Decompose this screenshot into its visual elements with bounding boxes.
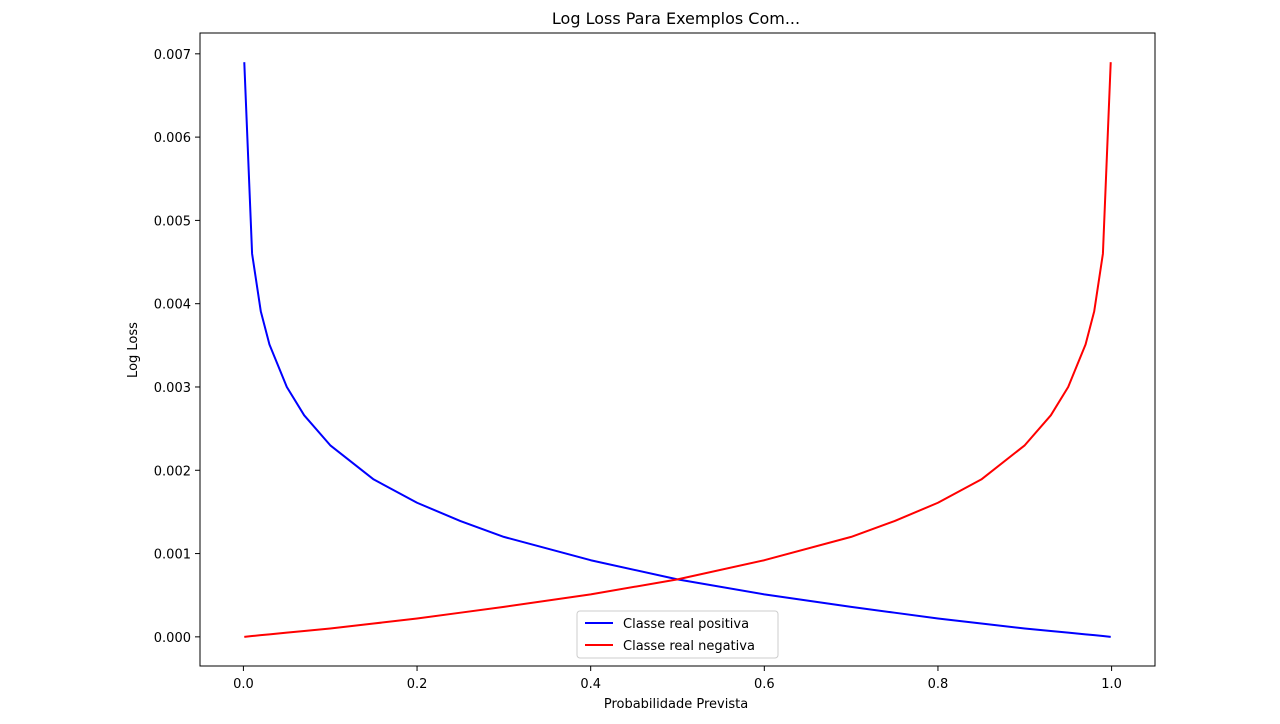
chart-title: Log Loss Para Exemplos Com... — [552, 9, 800, 28]
x-tick-label: 0.0 — [233, 677, 254, 692]
y-tick-label: 0.005 — [154, 214, 191, 229]
y-tick-label: 0.002 — [154, 464, 191, 479]
legend: Classe real positiva Classe real negativ… — [577, 611, 778, 658]
legend-label-negative: Classe real negativa — [623, 639, 755, 654]
y-tick-label: 0.003 — [154, 381, 191, 396]
y-tick-label: 0.007 — [154, 48, 191, 63]
legend-label-positive: Classe real positiva — [623, 617, 749, 632]
y-tick-label: 0.006 — [154, 131, 191, 146]
x-tick-label: 0.4 — [580, 677, 601, 692]
x-tick-label: 0.2 — [407, 677, 428, 692]
y-tick-label: 0.004 — [154, 298, 191, 313]
x-axis-label: Probabilidade Prevista — [604, 697, 748, 712]
y-tick-label: 0.001 — [154, 548, 191, 563]
x-tick-label: 0.6 — [754, 677, 775, 692]
y-axis-label: Log Loss — [126, 322, 141, 378]
x-tick-label: 0.8 — [928, 677, 949, 692]
x-tick-label: 1.0 — [1101, 677, 1122, 692]
y-tick-label: 0.000 — [154, 631, 191, 646]
